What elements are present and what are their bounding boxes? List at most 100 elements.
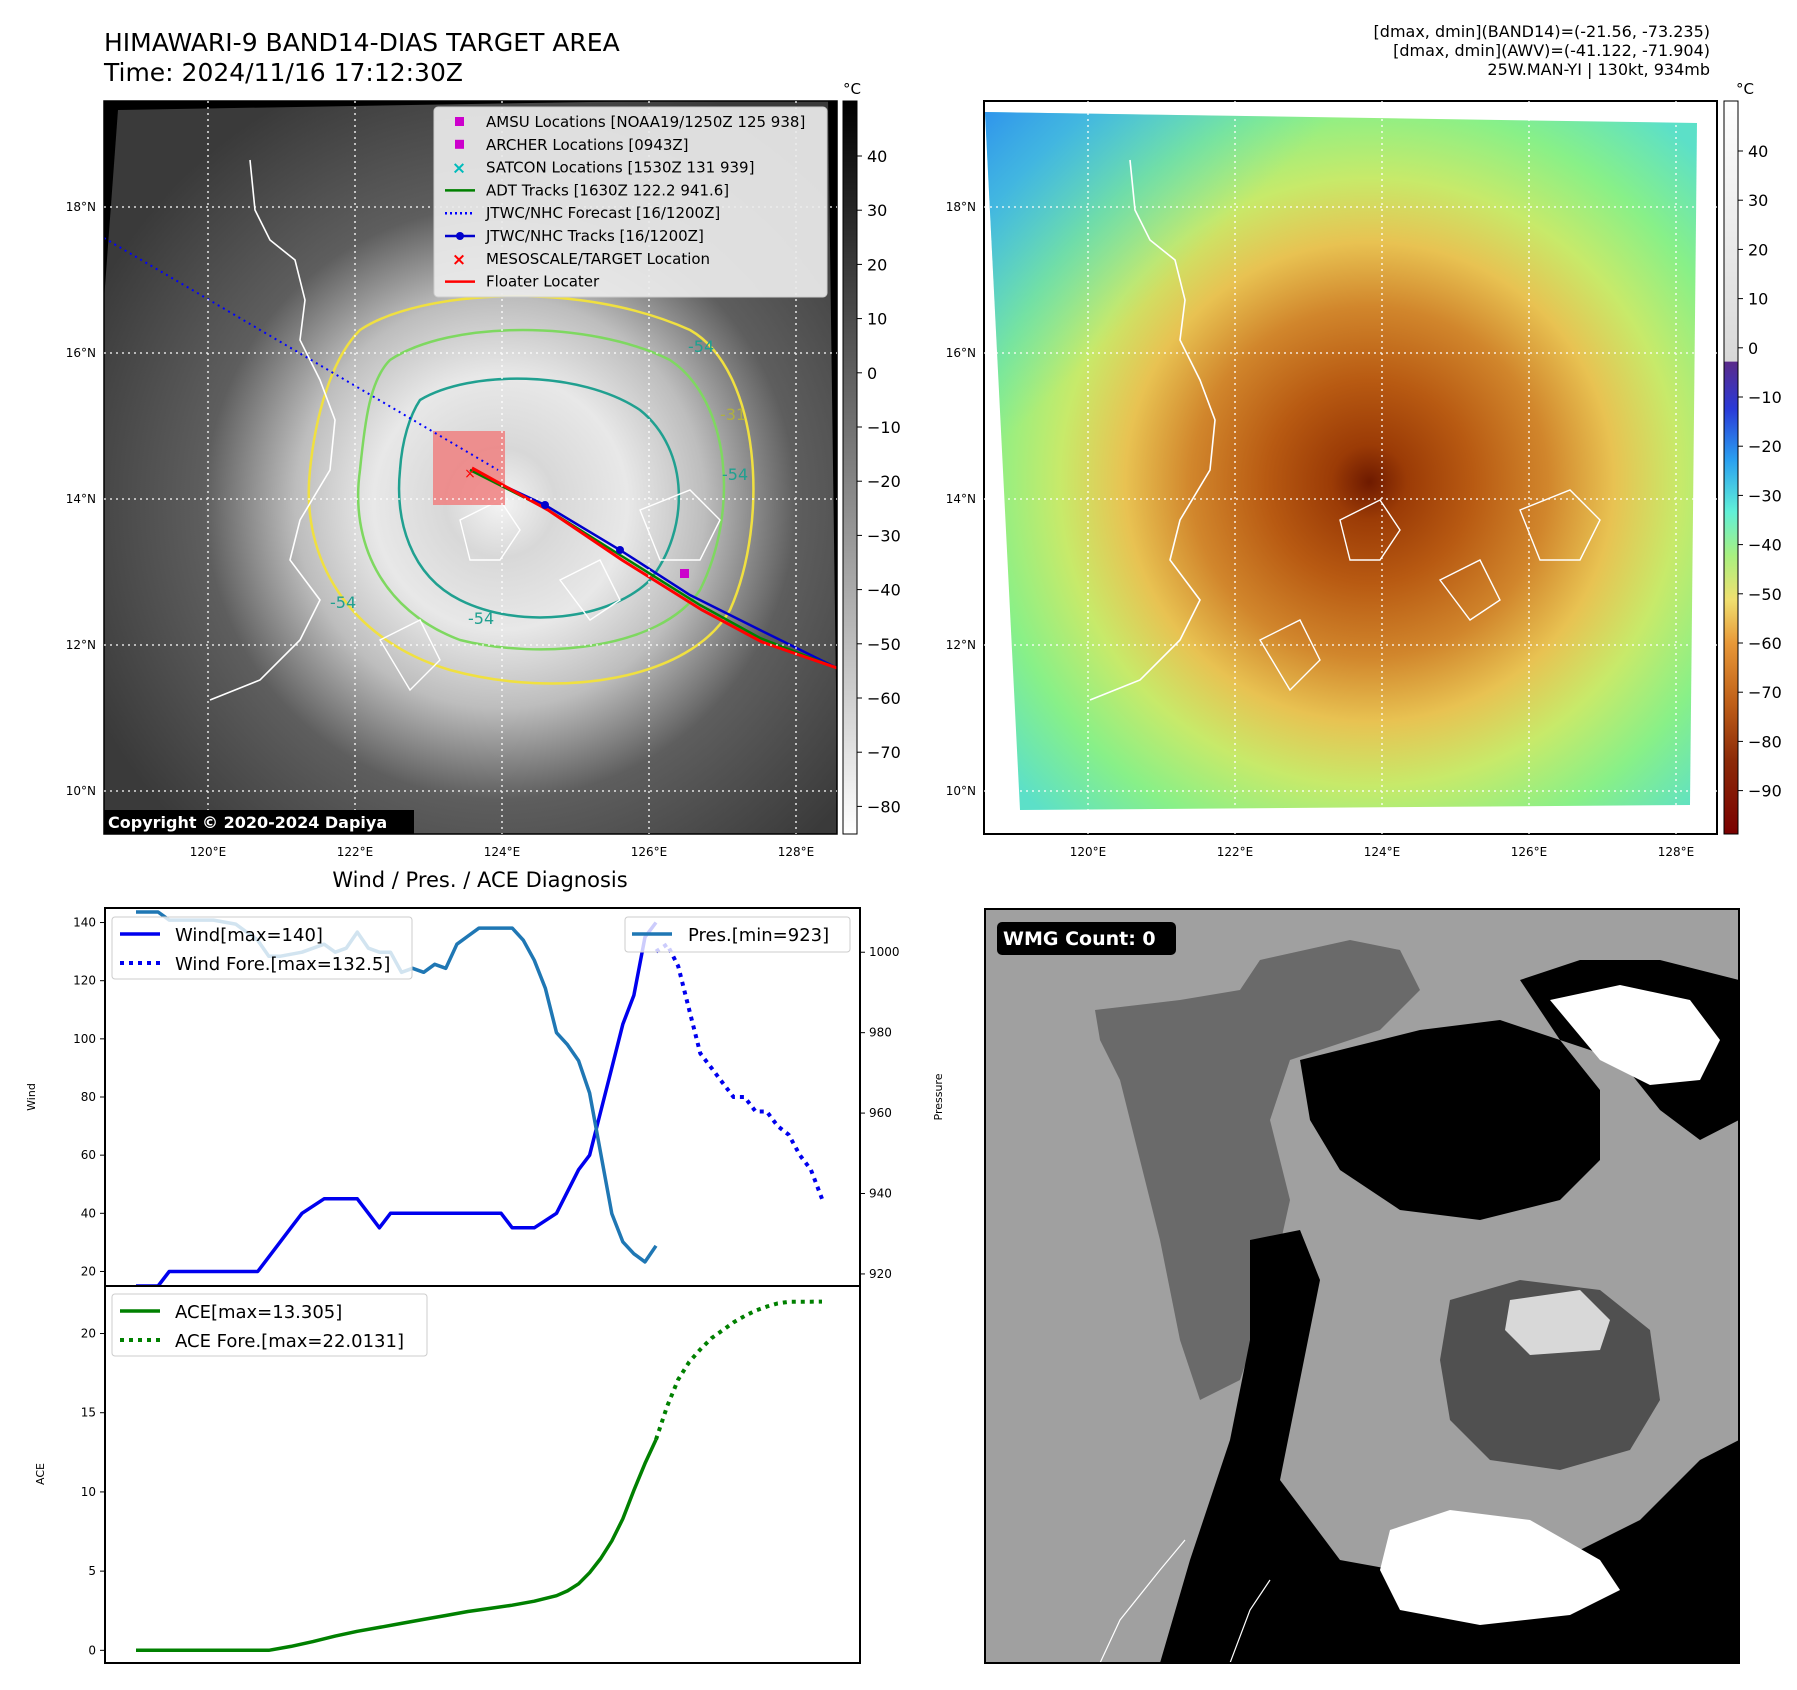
- colorbar-tick-label: 10: [867, 310, 887, 329]
- wind-tick-label: 20: [81, 1264, 96, 1278]
- wind-axis-label: Wind: [25, 1083, 38, 1111]
- jtwc-forecast-track: [104, 237, 499, 471]
- lon-label: 128°E: [1658, 845, 1695, 859]
- colorbar-tick-label: −60: [867, 689, 901, 708]
- pressure-tick-label: 960: [869, 1106, 892, 1120]
- lon-label: 120°E: [1070, 845, 1107, 859]
- jtwc-track-point: [616, 546, 624, 554]
- info-line-3: 25W.MAN-YI | 130kt, 934mb: [1487, 60, 1710, 79]
- lon-label: 128°E: [778, 845, 815, 859]
- lat-label: 18°N: [946, 200, 976, 214]
- color-ir-map-panel: 18°N 16°N 14°N 12°N 10°N 120°E 122°E 124°E 126°…: [946, 100, 1718, 859]
- lon-label: 120°E: [190, 845, 227, 859]
- colorbar-tick-label: −80: [1748, 732, 1782, 751]
- wmg-white-region: [1550, 985, 1720, 1085]
- colorbar-tick-label: −80: [867, 797, 901, 816]
- title-line-2: Time: 2024/11/16 17:12:30Z: [104, 58, 463, 87]
- colorbar-tick-label: −70: [867, 743, 901, 762]
- lon-label: 124°E: [1364, 845, 1401, 859]
- ir-map-panel: × 18°N16°N14°N12°N10°N 120°E 122°E 124°E 12…: [66, 100, 838, 859]
- contour-labels: -54 -31 -54 -54 -54: [330, 337, 748, 628]
- color-map-gridlines: [984, 101, 1717, 834]
- colorbar-tick-label: −40: [1748, 536, 1782, 555]
- pressure-legend-box: [624, 916, 851, 953]
- colorbar-tick-label: 0: [1748, 339, 1758, 358]
- colorbar-tick-label: −40: [867, 581, 901, 600]
- contour-label: -54: [468, 609, 494, 628]
- pressure-y-ticks: 920 940 960 980 1000: [860, 945, 900, 1281]
- colorbar-tick-label: −30: [1748, 486, 1782, 505]
- ace-legend-box: [111, 1293, 428, 1357]
- series-line-0: [136, 921, 658, 1288]
- pressure-legend-label: Pres.[min=923]: [688, 925, 829, 946]
- lat-label: 14°N: [946, 492, 976, 506]
- ace-y-ticks: 0 5 10 15 20: [81, 1327, 105, 1657]
- legend-marker: ×: [452, 159, 466, 179]
- storm-info: [dmax, dmin](BAND14)=(-21.56, -73.235) […: [1374, 22, 1710, 79]
- ace-axis-label: ACE: [34, 1463, 47, 1485]
- ace-tick-label: 10: [81, 1485, 96, 1499]
- jtwc-best-track: [469, 468, 837, 670]
- contour-yellow: [307, 294, 755, 685]
- map-legend: AMSU Locations [NOAA19/1250Z 125 938] ARC…: [433, 106, 828, 298]
- pressure-tick-label: 980: [869, 1026, 892, 1040]
- wmg-white-region: [1380, 1510, 1620, 1625]
- ace-chart: ACE 0 5 10 15 20 ACE[max=13.305] ACE Fore.[m…: [34, 1285, 861, 1664]
- lon-label: 122°E: [1217, 845, 1254, 859]
- lat-label: 16°N: [946, 346, 976, 360]
- lat-label: 10°N: [946, 784, 976, 798]
- color-map-frame: [983, 100, 1718, 835]
- colorbar-tick-label: −70: [1748, 683, 1782, 702]
- wmg-black-band: [1160, 1230, 1739, 1663]
- ir-map-lat-labels: 18°N 16°N 14°N 12°N 10°N: [66, 200, 96, 798]
- legend-marker: ×: [452, 250, 466, 270]
- coastline-luzon: [209, 159, 336, 701]
- ace-series-line-1: [654, 1299, 823, 1441]
- jtwc-track-point: [541, 501, 549, 509]
- colorbar-tick-label: 10: [1748, 290, 1768, 309]
- ace-legend-label: ACE[max=13.305]: [175, 1302, 342, 1323]
- info-line-1: [dmax, dmin](BAND14)=(-21.56, -73.235): [1373, 22, 1710, 41]
- lon-label: 124°E: [484, 845, 521, 859]
- lat-label: 10°N: [66, 784, 96, 798]
- colorbar-tick-label: −90: [1748, 782, 1782, 801]
- ir-colorbar-gradient: [842, 100, 858, 835]
- wmg-frame: [984, 908, 1740, 1664]
- ace-series: [136, 1299, 823, 1653]
- wmg-black-region: [1300, 1020, 1600, 1220]
- colorbar-tick-label: −10: [867, 418, 901, 437]
- legend-box: [433, 106, 828, 298]
- legend-marker: [455, 139, 464, 149]
- legend-label: AMSU Locations [NOAA19/1250Z 125 938]: [486, 113, 805, 131]
- legend-label: JTWC/NHC Tracks [16/1200Z]: [485, 227, 704, 245]
- colorbar-tick-label: 0: [867, 364, 877, 383]
- ir-colorbar: °C 40 30 20 10 0 −10 −20 −30 −40 −50 −60 −70 −80: [842, 80, 901, 835]
- pressure-tick-label: 940: [869, 1187, 892, 1201]
- colorbar-tick-label: −50: [1748, 585, 1782, 604]
- wind-tick-label: 120: [73, 974, 96, 988]
- pressure-axis-label: Pressure: [932, 1073, 945, 1120]
- contour-green: [356, 328, 726, 651]
- lon-label: 122°E: [337, 845, 374, 859]
- wmg-panel: WMG Count: 0: [984, 908, 1740, 1664]
- wind-tick-label: 100: [73, 1032, 96, 1046]
- colorbar-tick-label: −20: [867, 472, 901, 491]
- ir-map-lon-labels: 120°E 122°E 124°E 126°E 128°E: [190, 845, 815, 859]
- coastline-islands-right: [1259, 489, 1601, 692]
- color-map-lon-labels: 120°E 122°E 124°E 126°E 128°E: [1070, 845, 1695, 859]
- wmg-eye-core: [1505, 1290, 1610, 1355]
- legend-label: ARCHER Locations [0943Z]: [486, 136, 689, 154]
- legend-label: SATCON Locations [1530Z 131 939]: [486, 159, 754, 177]
- wmg-count-text: WMG Count: 0: [1003, 928, 1156, 950]
- lat-label: 18°N: [66, 200, 96, 214]
- title-line-1: HIMAWARI-9 BAND14-DIAS TARGET AREA: [104, 28, 620, 57]
- lat-label: 14°N: [66, 492, 96, 506]
- ace-legend: ACE[max=13.305] ACE Fore.[max=22.0131]: [111, 1293, 428, 1357]
- legend-label: MESOSCALE/TARGET Location: [486, 250, 710, 268]
- ace-fore-legend-label: ACE Fore.[max=22.0131]: [175, 1331, 404, 1352]
- colorbar-tick-label: 20: [1748, 240, 1768, 259]
- copyright-text: Copyright © 2020-2024 Dapiya: [108, 813, 387, 832]
- contour-label: -31: [720, 405, 746, 424]
- legend-marker-dot: [456, 232, 464, 240]
